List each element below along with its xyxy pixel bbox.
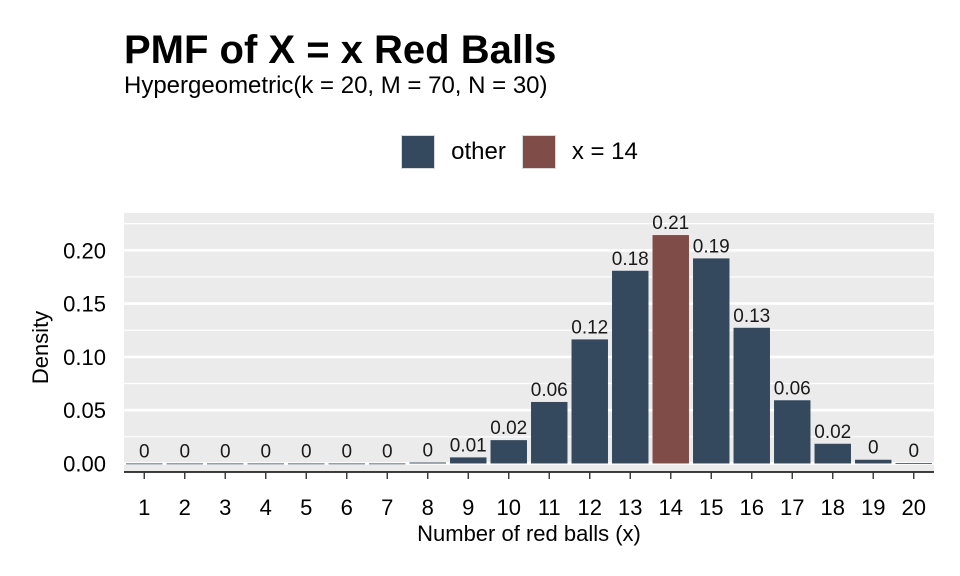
x-tick-label: 11 <box>538 495 561 520</box>
bar-value-label: 0 <box>220 441 231 462</box>
chart-subtitle: Hypergeometric(k = 20, M = 70, N = 30) <box>124 72 548 99</box>
bar-value-label: 0.19 <box>693 236 730 257</box>
bar-value-label: 0 <box>301 441 312 462</box>
x-tick-label: 17 <box>780 495 804 520</box>
bar-value-label: 0.06 <box>774 378 811 399</box>
bar <box>369 463 406 465</box>
bar <box>774 400 811 464</box>
legend-swatch-other <box>401 135 436 169</box>
y-tick-label: 0.15 <box>63 292 106 317</box>
bar <box>895 463 932 464</box>
x-tick-label: 3 <box>219 495 231 520</box>
bar-value-label: 0.06 <box>531 380 568 401</box>
bar-value-label: 0 <box>422 441 433 462</box>
bar-value-label: 0.21 <box>652 213 689 234</box>
bar <box>328 463 365 465</box>
x-tick-label: 6 <box>341 495 353 520</box>
x-tick-label: 4 <box>260 495 272 520</box>
bar <box>126 463 163 465</box>
bar <box>166 463 203 465</box>
x-tick-label: 14 <box>659 495 683 520</box>
x-tick-label: 8 <box>422 495 434 520</box>
bar <box>207 463 244 465</box>
bar <box>814 443 851 464</box>
bar <box>652 235 689 464</box>
bar <box>733 327 770 464</box>
bar-value-label: 0.01 <box>450 435 487 456</box>
x-axis-title: Number of red balls (x) <box>417 521 641 546</box>
bar-value-label: 0 <box>908 441 919 462</box>
x-tick-label: 5 <box>300 495 312 520</box>
x-tick-label: 13 <box>618 495 642 520</box>
bar <box>612 270 649 464</box>
bars <box>126 235 932 465</box>
x-tick-label: 18 <box>821 495 845 520</box>
x-tick-label: 10 <box>497 495 521 520</box>
bar-value-label: 0.12 <box>571 317 608 338</box>
y-tick-label: 0.05 <box>63 398 106 423</box>
x-tick-label: 20 <box>902 495 926 520</box>
bar-value-label: 0 <box>382 441 393 462</box>
x-axis: 1 2 3 4 5 6 7 8 9 10 11 12 13 14 15 16 17 18 19 20 <box>138 472 926 520</box>
x-tick-label: 15 <box>699 495 723 520</box>
bar <box>855 459 892 464</box>
y-axis: 0.00 0.05 0.10 0.15 0.20 <box>63 238 106 476</box>
x-tick-label: 19 <box>861 495 885 520</box>
legend-label-highlight: x = 14 <box>571 138 638 165</box>
y-tick-label: 0.00 <box>63 451 106 476</box>
chart-title: PMF of X = x Red Balls <box>124 28 557 72</box>
x-tick-label: 2 <box>179 495 191 520</box>
bar <box>288 463 325 465</box>
bar <box>490 440 527 464</box>
bar <box>693 258 730 464</box>
bar <box>531 401 568 464</box>
bar-value-label: 0.02 <box>814 422 851 443</box>
bar-value-label: 0 <box>341 441 352 462</box>
x-tick-label: 16 <box>740 495 764 520</box>
bar <box>409 462 446 464</box>
bar-value-label: 0 <box>139 441 150 462</box>
bar-value-label: 0 <box>260 441 271 462</box>
bar <box>571 339 608 464</box>
bar-value-label: 0.18 <box>612 249 649 270</box>
x-tick-label: 1 <box>138 495 150 520</box>
bar-labels: 0 0 0 0 0 0 0 0 0.010.020.060.120.180.210.190.13… <box>139 213 919 462</box>
y-tick-label: 0.10 <box>63 345 106 370</box>
x-tick-label: 7 <box>381 495 393 520</box>
y-axis-title: Density <box>28 311 53 384</box>
bar-value-label: 0.02 <box>490 418 527 439</box>
y-tick-label: 0.20 <box>63 238 106 263</box>
legend: other x = 14 <box>0 134 960 170</box>
x-tick-label: 12 <box>578 495 602 520</box>
bar <box>247 463 284 465</box>
plot-panel <box>124 213 934 472</box>
bar-value-label: 0 <box>868 438 879 459</box>
legend-item-highlight: x = 14 <box>521 135 638 169</box>
legend-item-other: other <box>401 135 506 169</box>
bar <box>450 457 487 464</box>
bar-value-label: 0 <box>179 441 190 462</box>
legend-label-other: other <box>451 138 506 165</box>
bar-value-label: 0.13 <box>733 306 770 327</box>
legend-swatch-highlight <box>521 135 556 169</box>
x-tick-label: 9 <box>462 495 474 520</box>
